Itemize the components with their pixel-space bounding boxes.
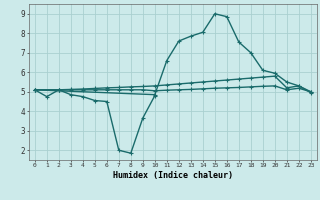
X-axis label: Humidex (Indice chaleur): Humidex (Indice chaleur) — [113, 171, 233, 180]
